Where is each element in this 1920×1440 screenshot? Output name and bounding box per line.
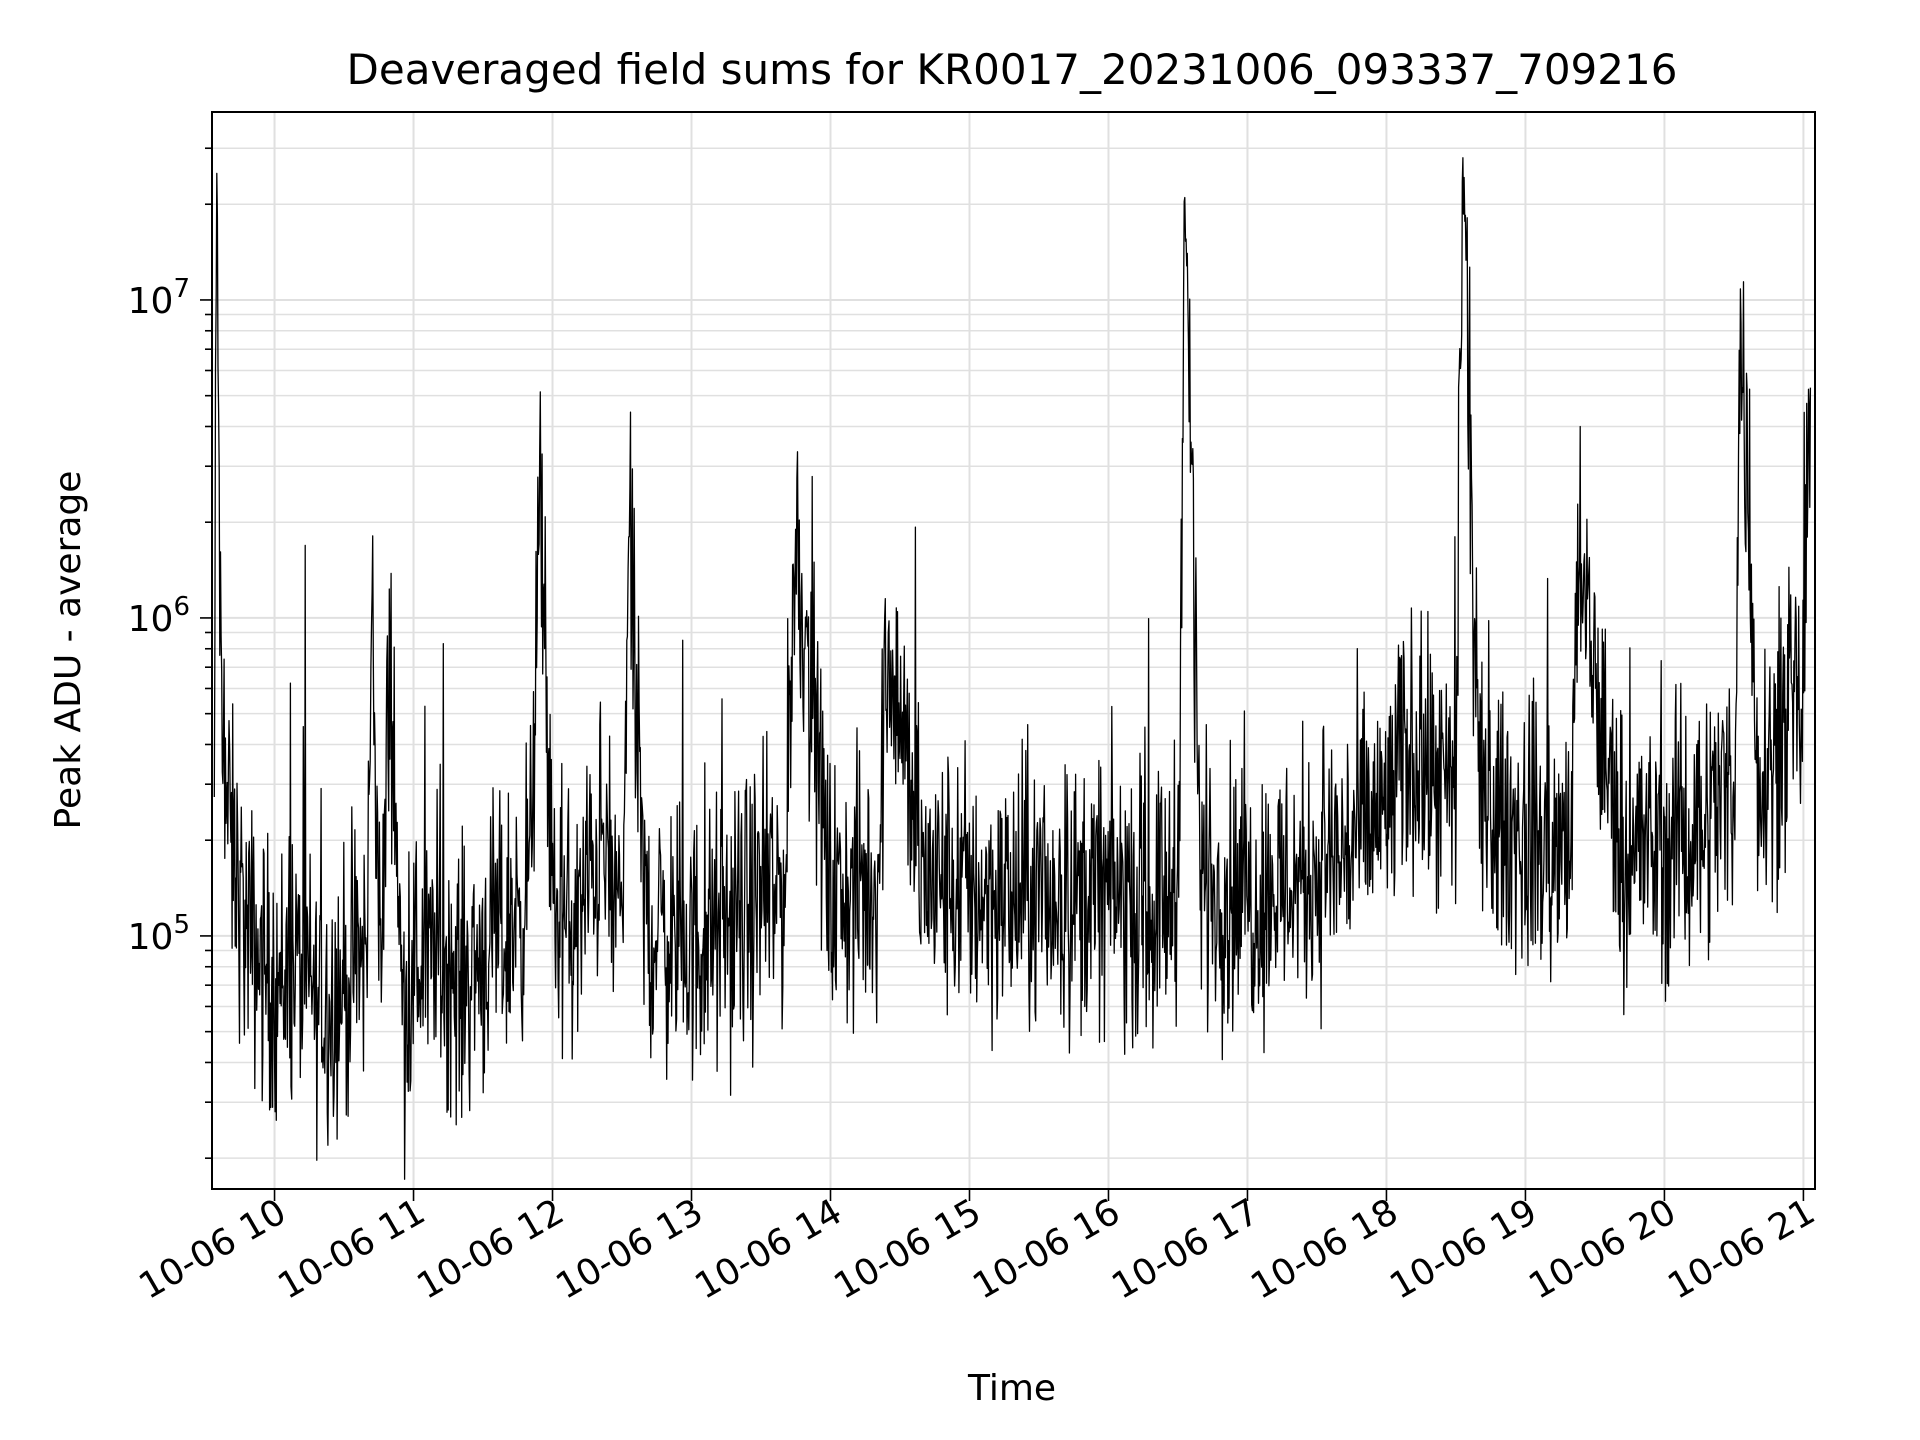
x-tick-label: 10-06 10: [132, 1191, 293, 1307]
y-tick-base: 10: [128, 281, 174, 322]
y-tick-exponent: 6: [173, 592, 190, 622]
x-tick-label: 10-06 18: [1244, 1191, 1405, 1307]
x-tick-label: 10-06 14: [688, 1191, 849, 1307]
y-tick-label: 107: [128, 274, 190, 322]
data-series: [213, 157, 1812, 1180]
x-tick-label: 10-06 20: [1522, 1191, 1683, 1307]
x-tick-label: 10-06 17: [1105, 1191, 1266, 1307]
x-tick-label: 10-06 13: [549, 1191, 710, 1307]
y-axis-label: Peak ADU - average: [48, 471, 89, 830]
y-tick-label: 105: [128, 910, 190, 958]
y-tick-base: 10: [128, 917, 174, 958]
plot-area-frame: [211, 111, 1816, 1190]
chart-title: Deaveraged field sums for KR0017_2023100…: [347, 45, 1678, 94]
x-tick-label: 10-06 12: [410, 1191, 571, 1307]
x-tick-label: 10-06 19: [1383, 1191, 1544, 1307]
y-tick-label: 106: [128, 592, 190, 640]
x-tick-label: 10-06 15: [827, 1191, 988, 1307]
x-tick-label: 10-06 21: [1661, 1191, 1822, 1307]
y-tick-base: 10: [128, 599, 174, 640]
y-tick-exponent: 5: [173, 910, 190, 940]
x-tick-label: 10-06 11: [271, 1191, 432, 1307]
y-tick-exponent: 7: [173, 274, 190, 304]
x-axis-label: Time: [967, 1368, 1056, 1409]
series-line: [213, 157, 1812, 1180]
x-tick-label: 10-06 16: [966, 1191, 1127, 1307]
